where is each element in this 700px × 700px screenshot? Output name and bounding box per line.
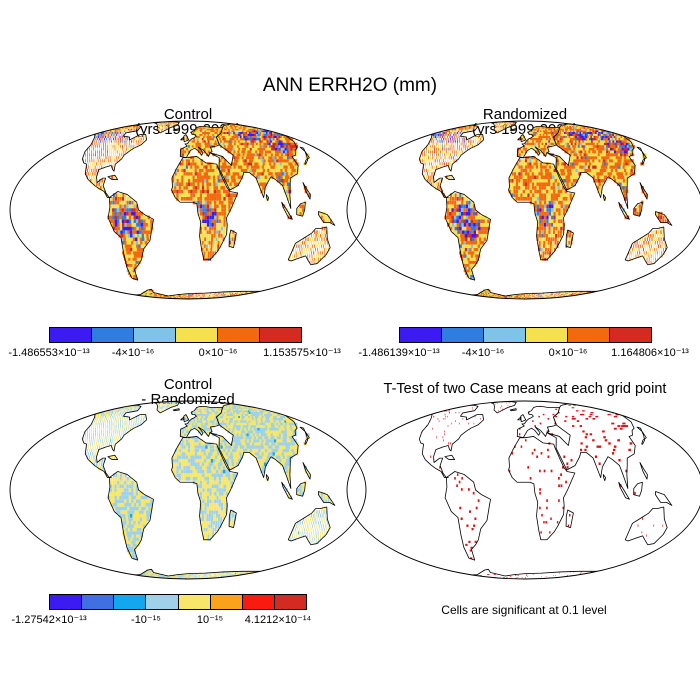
map-field [414,121,676,299]
colorbar-swatch [526,328,568,342]
colorbar-swatch [568,328,610,342]
significance-note: Cells are significant at 0.1 level [441,603,607,617]
colorbar-swatch [134,328,176,342]
colorbar-swatch [242,595,275,609]
difference-colorbar-label-max: 4.1212×10⁻¹⁴ [244,614,312,626]
colorbar-swatch [92,328,134,342]
control-colorbar-label-mid-high: 0×10⁻¹⁶ [198,347,238,359]
map-border [346,120,700,300]
map-field [422,401,676,579]
ttest-panel-title: T-Test of two Case means at each grid po… [383,381,667,397]
colorbar-swatch [442,328,484,342]
colorbar-swatch [114,595,147,609]
control-colorbar [49,327,302,343]
ttest-map [346,400,700,580]
coastlines [407,401,678,579]
difference-map [9,400,367,580]
map-border [346,400,700,580]
control-colorbar-label-min: -1.486553×10⁻¹³ [8,347,90,359]
colorbar-swatch [82,595,115,609]
figure-title: ANN ERRH2O (mm) [262,75,438,96]
colorbar-swatch [50,595,83,609]
difference-colorbar [49,594,307,610]
difference-colorbar-label-mid-low: -10⁻¹⁵ [131,614,161,626]
randomized-colorbar-label-min: -1.486139×10⁻¹³ [358,347,440,359]
colorbar-swatch [484,328,526,342]
colorbar-swatch [274,595,306,609]
colorbar-swatch [176,328,218,342]
control-colorbar-label-max: 1.153575×10⁻¹³ [263,347,341,359]
control-map [9,120,367,300]
randomized-colorbar-label-mid-high: 0×10⁻¹⁶ [548,347,588,359]
randomized-panel-title-line1: Randomized [482,106,568,123]
randomized-colorbar-label-max: 1.164806×10⁻¹³ [611,347,689,359]
colorbar-swatch [400,328,442,342]
colorbar-swatch [178,595,211,609]
difference-colorbar-label-mid-high: 10⁻¹⁵ [196,614,224,626]
colorbar-swatch [260,328,301,342]
map-field [77,121,339,299]
randomized-map [346,120,700,300]
colorbar-swatch [610,328,651,342]
control-panel-title-line1: Control [163,106,213,123]
difference-panel-title-line1: Control [163,376,213,393]
map-border [9,120,367,300]
colorbar-swatch [218,328,260,342]
difference-colorbar-label-min: -1.27542×10⁻¹³ [11,614,87,626]
map-border [9,400,367,580]
randomized-colorbar-label-mid-low: -4×10⁻¹⁶ [461,347,505,359]
map-field [77,401,339,579]
colorbar-swatch [50,328,92,342]
colorbar-swatch [210,595,243,609]
randomized-colorbar [399,327,652,343]
coastlines [407,121,678,299]
control-colorbar-label-mid-low: -4×10⁻¹⁶ [111,347,155,359]
colorbar-swatch [146,595,179,609]
coastlines [70,121,341,299]
